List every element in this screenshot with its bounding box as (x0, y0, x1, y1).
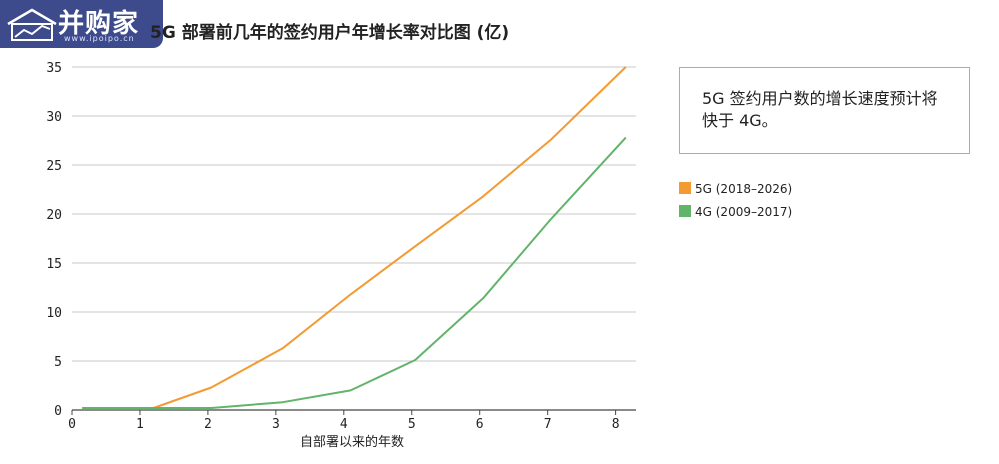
x-tick-label: 3 (272, 417, 280, 432)
legend-item-5g: 5G (2018–2026) (679, 182, 792, 198)
legend-label-4g: 4G (2009–2017) (695, 205, 793, 219)
logo-url: www.ipoipo.cn (64, 34, 135, 43)
y-tick-label: 35 (46, 61, 62, 76)
y-tick-label: 5 (54, 355, 62, 370)
x-tick-label: 5 (408, 417, 416, 432)
x-tick-label: 7 (544, 417, 552, 432)
x-tick-label: 1 (136, 417, 144, 432)
y-tick-label: 30 (46, 110, 62, 125)
house-chart-icon (7, 8, 57, 41)
logo: 并购家 www.ipoipo.cn (0, 0, 163, 48)
x-axis-label: 自部署以来的年数 (300, 434, 404, 450)
y-tick-label: 10 (46, 306, 62, 321)
y-tick-label: 20 (46, 208, 62, 223)
x-tick-label: 0 (68, 417, 76, 432)
series-line-4g (82, 136, 627, 409)
x-tick-label: 2 (204, 417, 212, 432)
series-line-5g (82, 66, 627, 409)
legend-label-5g: 5G (2018–2026) (695, 182, 793, 196)
x-tick-label: 4 (340, 417, 348, 432)
y-tick-label: 15 (46, 257, 62, 272)
x-tick-label: 6 (476, 417, 484, 432)
y-tick-label: 0 (54, 404, 62, 419)
y-tick-label: 25 (46, 159, 62, 174)
annotation-text: 5G 签约用户数的增长速度预计将快于 4G。 (702, 89, 938, 130)
annotation-box: 5G 签约用户数的增长速度预计将快于 4G。 (679, 67, 970, 154)
legend-swatch-4g (679, 205, 691, 217)
legend-swatch-5g (679, 182, 691, 194)
logo-name: 并购家 (58, 9, 140, 39)
x-tick-label: 8 (612, 417, 620, 432)
chart-title: 5G 部署前几年的签约用户年增长率对比图 (亿) (150, 23, 510, 43)
legend-item-4g: 4G (2009–2017) (679, 205, 792, 221)
